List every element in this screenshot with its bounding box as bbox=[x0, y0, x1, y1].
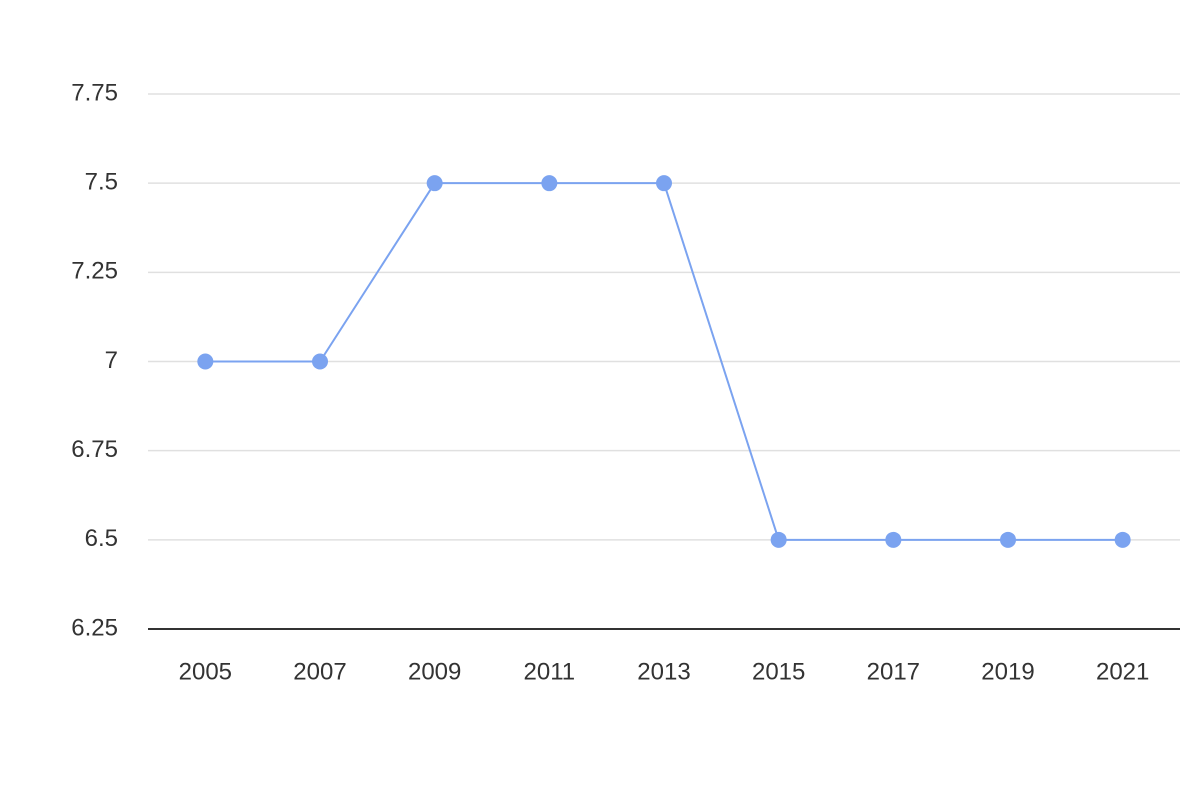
point bbox=[1114, 531, 1131, 548]
y-tick-label: 7 bbox=[105, 347, 118, 374]
x-tick-label: 2021 bbox=[1096, 658, 1149, 685]
y-tick-label: 6.25 bbox=[71, 614, 118, 641]
point bbox=[656, 175, 672, 192]
y-tick-label: 7.75 bbox=[71, 79, 118, 106]
point bbox=[1000, 531, 1016, 548]
point bbox=[197, 353, 214, 370]
x-tick-label: 2005 bbox=[179, 658, 232, 685]
y-tick-label: 7.25 bbox=[71, 258, 118, 285]
point bbox=[770, 531, 787, 548]
x-tick-label: 2011 bbox=[524, 658, 576, 685]
x-tick-label: 2007 bbox=[293, 658, 346, 685]
x-tick-label: 2017 bbox=[867, 658, 920, 685]
point bbox=[426, 175, 443, 192]
x-tick-label: 2009 bbox=[408, 658, 461, 685]
y-tick-label: 6.5 bbox=[85, 525, 118, 552]
y-tick-label: 7.5 bbox=[85, 169, 118, 196]
point bbox=[312, 353, 328, 370]
x-tick-label: 2015 bbox=[752, 658, 805, 685]
point bbox=[541, 175, 558, 192]
x-tick-label: 2019 bbox=[981, 658, 1034, 685]
x-tick-label: 2013 bbox=[637, 658, 690, 685]
y-tick-label: 6.75 bbox=[71, 436, 118, 463]
point bbox=[885, 531, 902, 548]
